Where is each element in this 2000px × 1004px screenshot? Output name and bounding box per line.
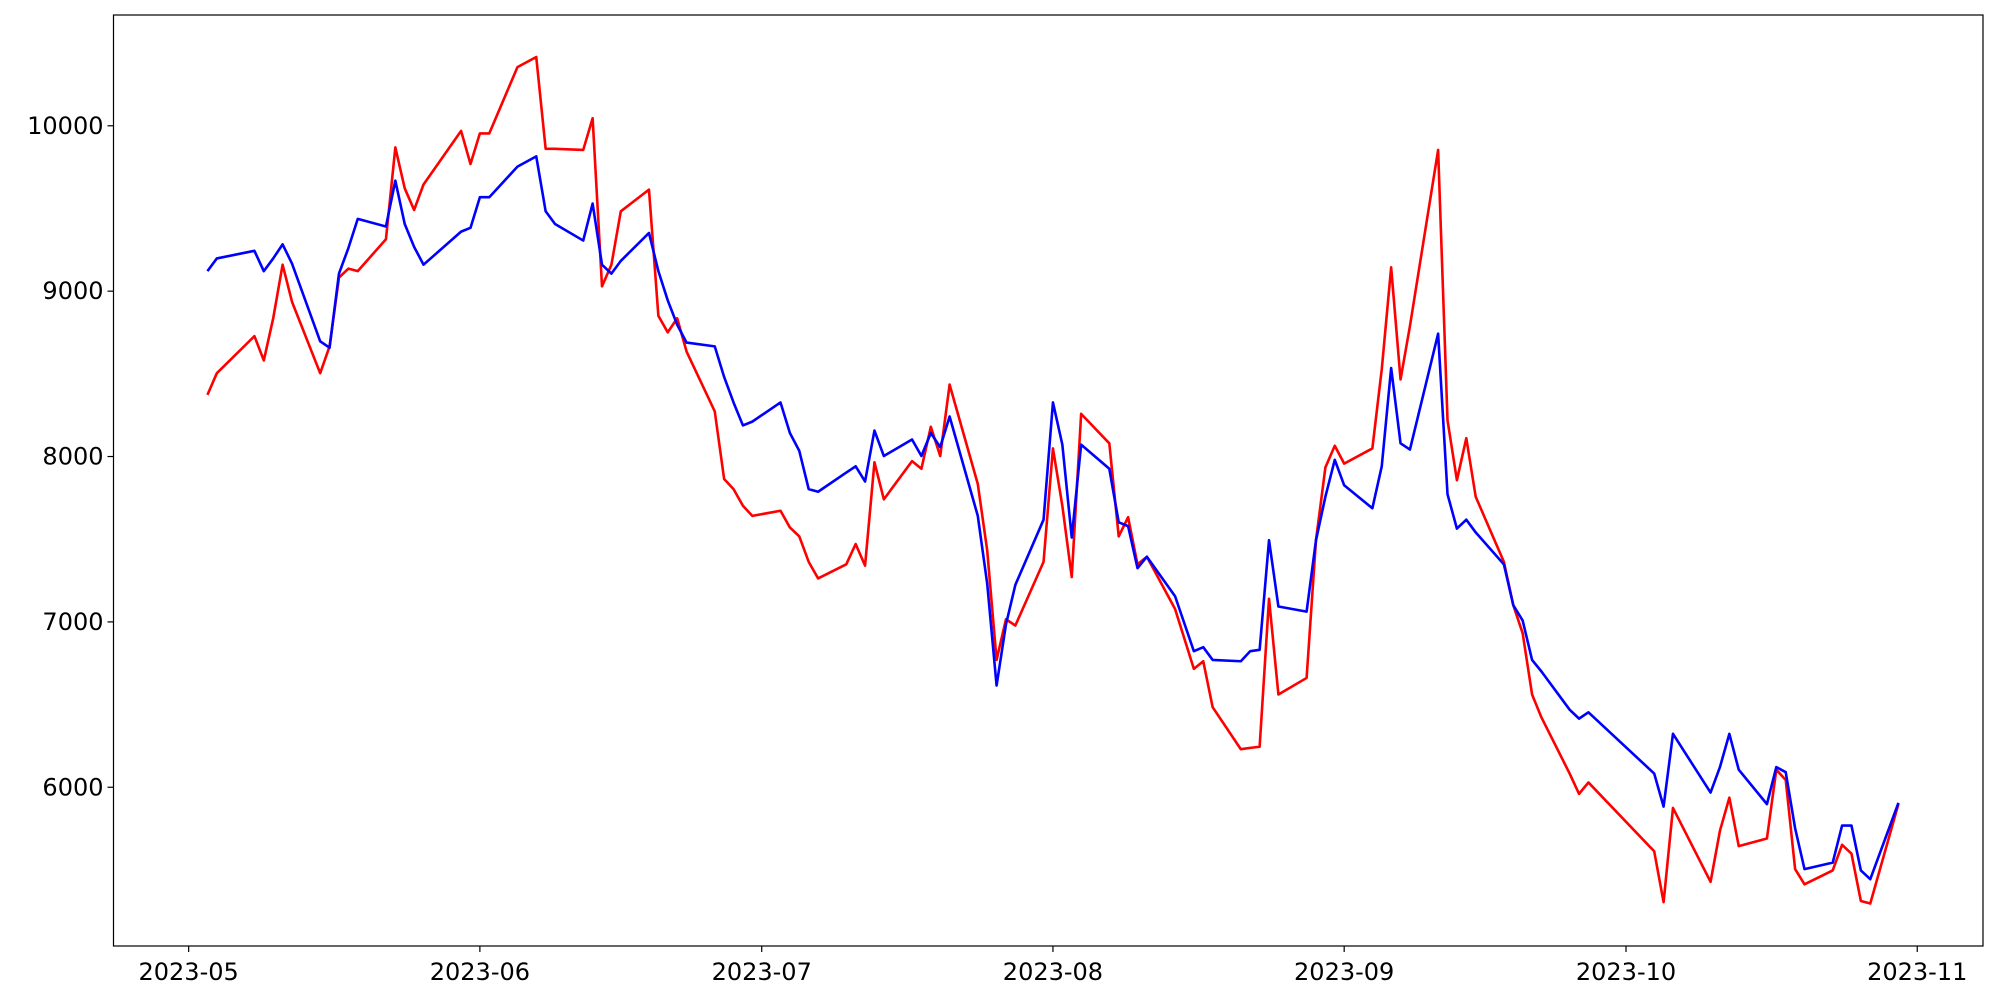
x-tick-label: 2023-05 <box>139 958 239 986</box>
x-tick-label: 2023-06 <box>430 958 530 986</box>
line-series <box>206 155 1900 881</box>
y-tick-label: 7000 <box>42 608 103 636</box>
x-tick-label: 2023-09 <box>1294 958 1394 986</box>
x-tick-label: 2023-08 <box>1003 958 1103 986</box>
x-tick-label: 2023-07 <box>712 958 812 986</box>
x-tick-label: 2023-10 <box>1576 958 1676 986</box>
plot-frame <box>112 14 1984 947</box>
y-tick-label: 6000 <box>42 773 103 801</box>
y-tick-label: 8000 <box>42 443 103 471</box>
y-tick-label: 10000 <box>27 112 103 140</box>
line-series <box>206 55 1900 905</box>
y-tick-label: 9000 <box>42 277 103 305</box>
x-tick-label: 2023-11 <box>1867 958 1967 986</box>
